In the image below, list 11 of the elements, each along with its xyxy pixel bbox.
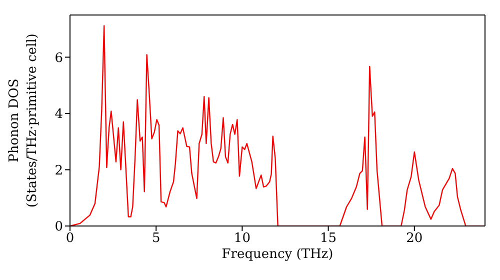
- x-tick-label: 0: [66, 231, 74, 246]
- x-axis-title: Frequency (THz): [222, 247, 334, 262]
- y-axis-title: Phonon DOS (States/THz·primitive cell): [7, 33, 40, 208]
- y-tick-label: 4: [54, 107, 63, 122]
- y-tick-label: 0: [54, 220, 63, 235]
- x-tick-label: 10: [234, 231, 250, 246]
- y-tick-label: 6: [54, 50, 63, 66]
- x-tick-label: 5: [152, 231, 160, 246]
- y-tick-label: 2: [54, 163, 63, 178]
- x-tick-label: 15: [320, 231, 337, 246]
- x-tick-label: 20: [406, 231, 423, 246]
